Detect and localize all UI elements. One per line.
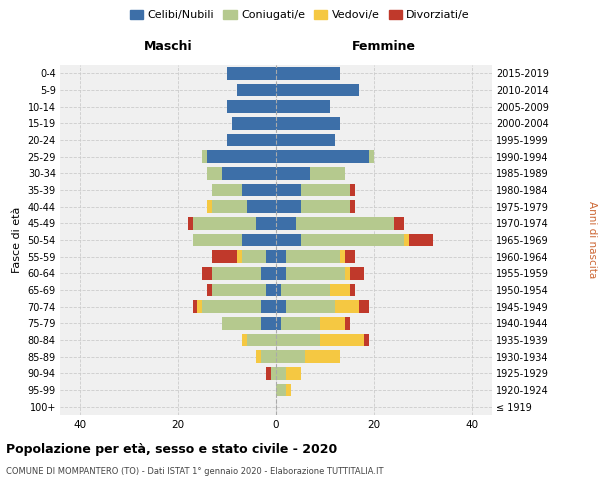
Bar	[222, 317, 261, 330]
Bar	[394, 217, 404, 230]
Bar	[227, 67, 276, 80]
Bar	[261, 300, 276, 313]
Bar	[350, 284, 355, 296]
Text: Anni di nascita: Anni di nascita	[587, 202, 597, 278]
Bar	[296, 217, 394, 230]
Bar	[212, 200, 247, 213]
Bar	[212, 267, 261, 280]
Bar	[232, 117, 276, 130]
Bar	[276, 267, 286, 280]
Bar	[207, 284, 212, 296]
Text: Maschi: Maschi	[143, 40, 193, 52]
Bar	[276, 100, 330, 113]
Bar	[305, 350, 340, 363]
Bar	[286, 367, 301, 380]
Legend: Celibi/Nubili, Coniugati/e, Vedovi/e, Divorziati/e: Celibi/Nubili, Coniugati/e, Vedovi/e, Di…	[125, 6, 475, 25]
Bar	[271, 367, 276, 380]
Bar	[276, 317, 281, 330]
Bar	[227, 100, 276, 113]
Bar	[286, 300, 335, 313]
Bar	[276, 117, 340, 130]
Bar	[207, 167, 222, 179]
Bar	[404, 234, 409, 246]
Bar	[320, 317, 345, 330]
Bar	[202, 267, 212, 280]
Y-axis label: Fasce di età: Fasce di età	[12, 207, 22, 273]
Bar	[310, 167, 345, 179]
Bar	[330, 284, 350, 296]
Bar	[266, 367, 271, 380]
Bar	[345, 267, 350, 280]
Bar	[256, 350, 261, 363]
Bar	[202, 150, 207, 163]
Bar	[237, 84, 276, 96]
Bar	[345, 250, 355, 263]
Bar	[276, 234, 301, 246]
Bar	[266, 250, 276, 263]
Bar	[335, 300, 359, 313]
Bar	[242, 184, 276, 196]
Text: Popolazione per età, sesso e stato civile - 2020: Popolazione per età, sesso e stato civil…	[6, 442, 337, 456]
Bar	[276, 167, 310, 179]
Bar	[197, 300, 202, 313]
Bar	[350, 200, 355, 213]
Bar	[281, 284, 330, 296]
Bar	[276, 150, 369, 163]
Bar	[286, 384, 291, 396]
Bar	[364, 334, 369, 346]
Bar	[409, 234, 433, 246]
Bar	[242, 234, 276, 246]
Bar	[227, 134, 276, 146]
Bar	[266, 284, 276, 296]
Bar	[301, 234, 404, 246]
Bar	[276, 367, 286, 380]
Bar	[276, 67, 340, 80]
Bar	[286, 267, 345, 280]
Bar	[320, 334, 364, 346]
Text: Femmine: Femmine	[352, 40, 416, 52]
Bar	[350, 184, 355, 196]
Bar	[242, 250, 266, 263]
Bar	[276, 284, 281, 296]
Text: COMUNE DI MOMPANTERO (TO) - Dati ISTAT 1° gennaio 2020 - Elaborazione TUTTITALIA: COMUNE DI MOMPANTERO (TO) - Dati ISTAT 1…	[6, 468, 383, 476]
Bar	[276, 200, 301, 213]
Bar	[276, 134, 335, 146]
Bar	[276, 84, 359, 96]
Bar	[276, 217, 296, 230]
Bar	[247, 200, 276, 213]
Bar	[193, 300, 197, 313]
Bar	[276, 350, 305, 363]
Bar	[256, 217, 276, 230]
Bar	[350, 267, 364, 280]
Bar	[212, 250, 237, 263]
Bar	[212, 184, 242, 196]
Bar	[261, 317, 276, 330]
Bar	[242, 334, 247, 346]
Bar	[247, 334, 276, 346]
Bar	[222, 167, 276, 179]
Bar	[193, 234, 242, 246]
Bar	[202, 300, 261, 313]
Bar	[276, 184, 301, 196]
Bar	[188, 217, 193, 230]
Bar	[345, 317, 350, 330]
Bar	[286, 250, 340, 263]
Bar	[261, 350, 276, 363]
Bar	[281, 317, 320, 330]
Bar	[207, 150, 276, 163]
Bar	[301, 184, 350, 196]
Bar	[276, 334, 320, 346]
Bar	[301, 200, 350, 213]
Bar	[359, 300, 369, 313]
Bar	[261, 267, 276, 280]
Bar	[276, 300, 286, 313]
Bar	[207, 200, 212, 213]
Bar	[369, 150, 374, 163]
Bar	[212, 284, 266, 296]
Bar	[193, 217, 256, 230]
Bar	[276, 384, 286, 396]
Bar	[276, 250, 286, 263]
Bar	[340, 250, 345, 263]
Bar	[237, 250, 242, 263]
